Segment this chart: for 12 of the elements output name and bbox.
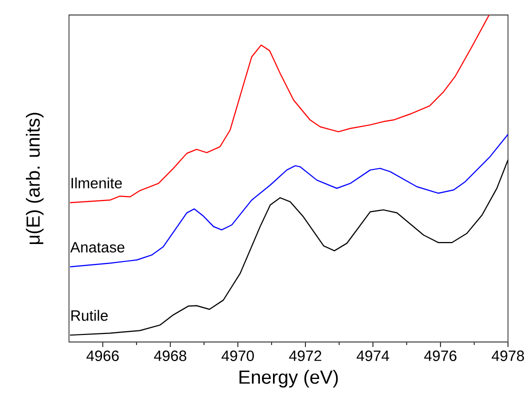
x-tick-label: 4970 [222,350,254,362]
series-label: Anatase [70,242,124,253]
series-label: Ilmenite [72,177,122,188]
x-tick-label: 4972 [289,350,322,362]
y-axis-title: μ(E) (arb. units) [26,112,44,244]
x-tick-label: 4976 [424,350,456,362]
x-tick-label: 4978 [492,350,524,362]
x-axis-title: Energy (eV) [240,370,338,388]
series-label: Rutile [71,310,108,321]
x-tick-label: 4974 [356,350,390,362]
x-tick-label: 4966 [86,350,119,362]
x-tick-label: 4968 [154,350,186,362]
